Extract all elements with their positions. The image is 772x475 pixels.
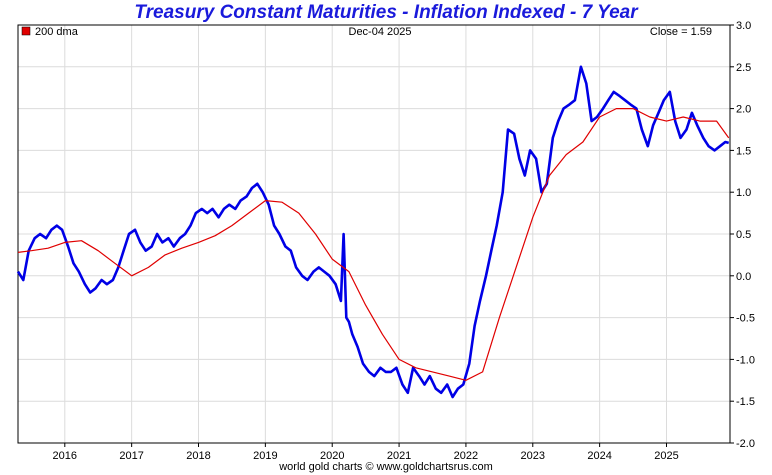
x-axis: 2016 2017 2018 2019 2020 2021 2022 2023 2024 2025 — [53, 443, 679, 462]
x-tick-label: 2024 — [587, 450, 611, 462]
y-tick-label: 2.0 — [736, 104, 751, 116]
x-tick-label: 2022 — [454, 450, 478, 462]
legend-label: 200 dma — [35, 26, 79, 38]
chart-title: Treasury Constant Maturities - Inflation… — [134, 2, 638, 23]
x-tick-label: 2023 — [521, 450, 545, 462]
x-tick-label: 2017 — [119, 450, 143, 462]
y-tick-label: 3.0 — [736, 20, 751, 32]
series-line-200dma — [17, 107, 730, 381]
y-tick-label: 0.0 — [736, 271, 751, 283]
x-tick-label: 2021 — [387, 450, 411, 462]
y-tick-label: 2.5 — [736, 62, 751, 74]
y-axis: 3.0 2.5 2.0 1.5 1.0 0.5 0.0 -0.5 -1.0 -1.5 -2.0 — [730, 20, 755, 450]
y-tick-label: -1.5 — [736, 396, 755, 408]
footer-credit: world gold charts © www.goldchartsrus.co… — [279, 461, 493, 473]
y-tick-label: 1.5 — [736, 145, 751, 157]
y-tick-label: 1.0 — [736, 187, 751, 199]
grid-lines — [18, 24, 730, 444]
series-line-yield — [16, 65, 730, 399]
x-tick-label: 2018 — [186, 450, 210, 462]
x-tick-label: 2016 — [53, 450, 77, 462]
x-tick-label: 2020 — [320, 450, 344, 462]
legend-swatch — [21, 26, 31, 36]
close-label: Close = 1.59 — [650, 26, 712, 38]
y-tick-label: -2.0 — [736, 438, 755, 450]
y-tick-label: 0.5 — [736, 229, 751, 241]
date-label: Dec-04 2025 — [349, 26, 412, 38]
y-tick-label: -0.5 — [736, 313, 755, 325]
y-tick-label: -1.0 — [736, 354, 755, 366]
x-tick-label: 2025 — [654, 450, 678, 462]
series-lines — [16, 65, 730, 399]
x-tick-label: 2019 — [253, 450, 277, 462]
